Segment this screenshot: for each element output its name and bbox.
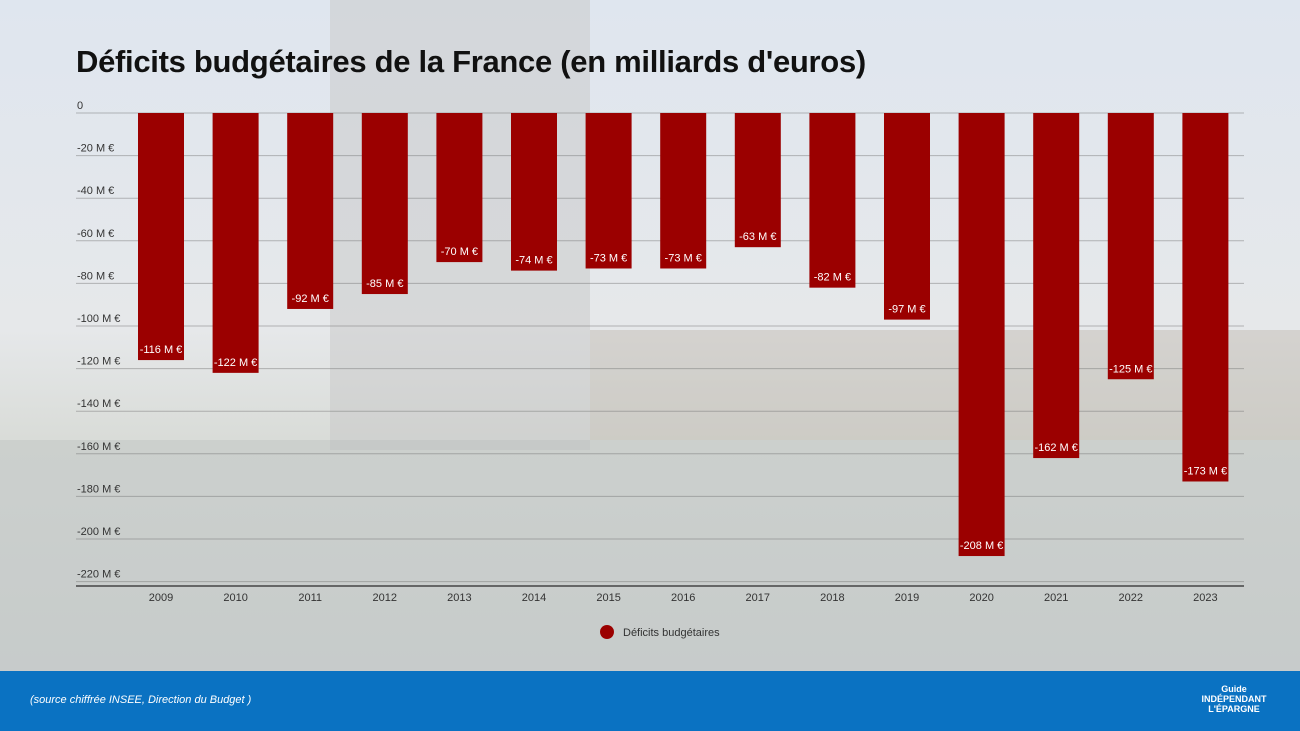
y-tick-label: -180 M € xyxy=(77,483,120,495)
y-tick-label: -100 M € xyxy=(77,313,120,325)
x-tick-label: 2010 xyxy=(223,592,247,604)
bar-2018 xyxy=(809,113,856,288)
y-tick-label: -40 M € xyxy=(77,185,114,197)
data-label: -74 M € xyxy=(515,255,552,267)
bar-2015 xyxy=(585,113,632,269)
bar-2023 xyxy=(1182,113,1229,482)
bar-2011 xyxy=(287,113,334,309)
y-tick-label: -60 M € xyxy=(77,228,114,240)
data-label: -97 M € xyxy=(888,304,925,316)
bar-2016 xyxy=(660,113,707,269)
data-label: -173 M € xyxy=(1184,465,1227,477)
y-tick-label: -120 M € xyxy=(77,356,120,368)
y-tick-label: 0 xyxy=(77,100,83,112)
bar-chart: 0 -20 M € -40 M € -60 M € -80 M € -100 M € -12… xyxy=(76,100,1244,639)
y-tick-label: -160 M € xyxy=(77,441,120,453)
background-bridge xyxy=(590,330,1300,440)
y-tick-label: -20 M € xyxy=(77,143,114,155)
data-label: -73 M € xyxy=(665,252,702,264)
x-tick-label: 2021 xyxy=(1044,592,1068,604)
data-label: -162 M € xyxy=(1034,442,1077,454)
bar-2020 xyxy=(958,113,1005,557)
data-label: -208 M € xyxy=(960,540,1003,552)
background-water xyxy=(0,440,1300,671)
x-tick-label: 2016 xyxy=(671,592,695,604)
x-tick-label: 2017 xyxy=(746,592,770,604)
legend-label: Déficits budgétaires xyxy=(623,627,720,639)
x-tick-label: 2012 xyxy=(373,592,397,604)
bar-2010 xyxy=(212,113,259,373)
data-label: -63 M € xyxy=(739,231,776,243)
y-tick-label: -220 M € xyxy=(77,569,120,581)
bar-2013 xyxy=(436,113,483,263)
footer-bar xyxy=(0,671,1300,731)
data-label: -73 M € xyxy=(590,252,627,264)
bar-2012 xyxy=(361,113,408,295)
data-label: -82 M € xyxy=(814,272,851,284)
x-tick-label: 2011 xyxy=(298,592,322,604)
chart-title: Déficits budgétaires de la France (en mi… xyxy=(76,44,866,79)
x-tick-label: 2018 xyxy=(820,592,844,604)
legend-marker xyxy=(600,625,614,639)
bar-2022 xyxy=(1107,113,1154,380)
x-tick-label: 2014 xyxy=(522,592,546,604)
data-label: -70 M € xyxy=(441,246,478,258)
bar-2009 xyxy=(138,113,184,361)
bar-2014 xyxy=(511,113,557,271)
x-tick-label: 2022 xyxy=(1119,592,1143,604)
x-tick-label: 2013 xyxy=(447,592,471,604)
x-tick-label: 2015 xyxy=(596,592,620,604)
bar-2021 xyxy=(1033,113,1080,459)
y-tick-label: -80 M € xyxy=(77,270,114,282)
data-label: -92 M € xyxy=(292,293,329,305)
y-tick-label: -200 M € xyxy=(77,526,120,538)
y-tick-label: -140 M € xyxy=(77,398,120,410)
x-tick-label: 2019 xyxy=(895,592,919,604)
data-label: -122 M € xyxy=(214,357,257,369)
x-tick-label: 2023 xyxy=(1193,592,1217,604)
x-tick-label: 2020 xyxy=(969,592,993,604)
data-label: -125 M € xyxy=(1109,363,1152,375)
bar-2017 xyxy=(734,113,781,248)
guide-epargne-logo: Guide INDÉPENDANT L'ÉPARGNE xyxy=(1201,684,1267,714)
data-label: -85 M € xyxy=(366,278,403,290)
source-note: (source chiffrée INSEE, Direction du Bud… xyxy=(30,694,252,706)
x-tick-label: 2009 xyxy=(149,592,173,604)
bar-2019 xyxy=(884,113,930,320)
data-label: -116 M € xyxy=(140,344,183,356)
